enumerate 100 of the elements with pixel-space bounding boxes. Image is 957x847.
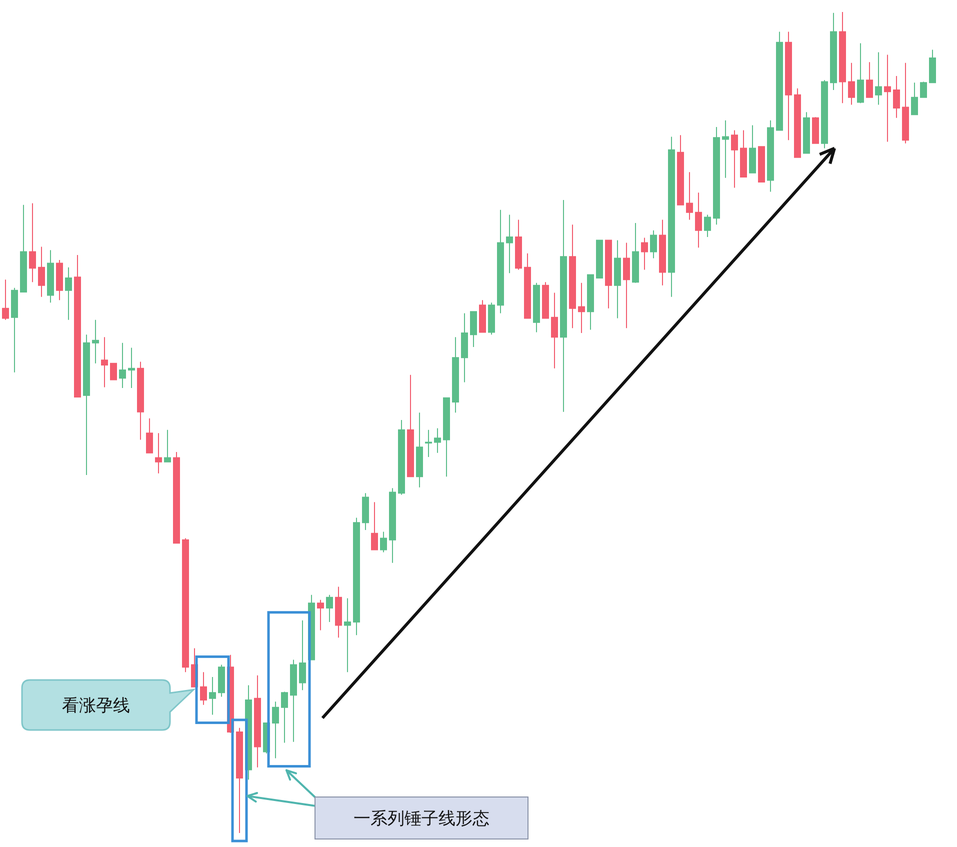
candlestick [803,112,810,154]
candlestick [47,250,54,304]
candlestick [560,200,567,412]
candlestick [659,219,666,286]
candlestick [533,282,540,333]
candlestick [506,214,513,274]
candlestick [902,62,909,144]
candlestick [164,429,171,462]
candlestick [812,116,819,144]
candlestick [272,701,279,759]
candlestick [155,432,162,474]
candlestick [515,219,522,270]
candlestick [578,282,585,334]
candlestick [74,254,81,398]
candlestick [470,311,477,348]
candlestick [920,81,927,98]
candlestick [434,428,441,454]
candlestick [839,12,846,104]
candlestick [335,586,342,638]
candlestick [632,222,639,284]
candlestick [425,429,432,458]
candlestick [209,676,216,716]
candlestick [479,300,486,333]
candlestick [38,246,45,298]
candlestick [56,259,63,301]
candlestick [641,237,648,270]
candlestick [173,452,180,544]
candlestick [848,62,855,106]
candlestick [785,31,792,141]
candlestick [695,192,702,248]
candlestick [182,538,189,673]
candlestick [110,362,117,380]
candlestick [2,279,9,320]
candlestick [416,412,423,488]
candlestick [704,214,711,238]
candlestick [767,120,774,192]
candlestick [596,240,603,279]
candlestick [236,727,243,834]
candlestick [551,292,558,369]
candlestick [929,49,936,84]
candlestick [353,517,360,636]
candlestick [893,76,900,118]
candlestick [884,54,891,142]
candlestick [29,202,36,283]
candlestick [362,492,369,531]
candlestick [650,230,657,259]
candlestick [722,120,729,178]
candlestick [605,240,612,309]
candlestick [731,130,738,188]
candlestick [614,240,621,319]
candlestick [443,397,450,478]
candlestick [461,312,468,383]
candlestick [299,620,306,691]
candlestick [389,488,396,564]
candlestick [758,146,765,182]
candlestick [407,374,414,478]
candlestick [281,691,288,744]
candlestick [749,124,756,174]
candlestick [344,598,351,673]
candlestick [488,302,495,336]
candlestick [317,599,324,631]
candlestick [65,266,72,320]
candlestick [587,274,594,330]
candlestick [830,12,837,90]
candlestick [128,347,135,389]
candlestick [11,287,18,373]
candlestick [677,134,684,206]
candlestick [92,319,99,364]
candlestick [326,594,333,623]
candlestick [371,502,378,550]
candlestick [380,531,387,553]
candlestick [542,282,549,319]
candlestick [875,52,882,106]
candlestick [119,342,126,389]
candlestick [686,172,693,220]
candlestick [866,62,873,98]
candlestick [821,80,828,149]
candlestick [740,130,747,178]
candlestick [668,136,675,298]
candlestick [218,664,225,698]
candlestick [569,224,576,329]
candlestick [911,82,918,116]
candlestick [20,204,27,292]
candlestick [83,334,90,476]
candlestick [200,672,207,706]
annotation: 看涨孕线 [61,694,131,718]
candlestick [794,88,801,158]
candlestick [137,361,144,440]
candlestick [101,336,108,388]
candlestick [497,209,504,314]
candlestick [290,659,297,742]
candlestick [398,420,405,496]
candlestick [776,31,783,131]
candlestick [254,674,261,768]
candlestick [524,252,531,319]
candlestick [713,126,720,226]
candlestick [146,418,153,454]
candlestick [857,42,864,104]
candlestick [623,242,630,329]
candlestick [452,336,459,414]
